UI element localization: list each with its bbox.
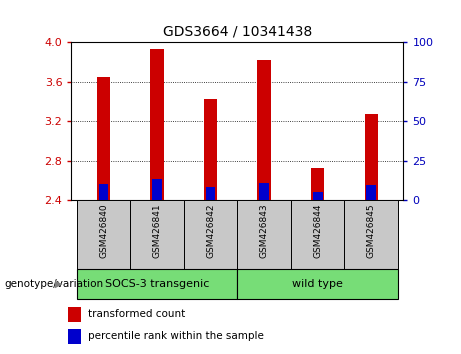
Text: transformed count: transformed count <box>88 309 185 320</box>
Bar <box>365 114 378 200</box>
Text: GSM426843: GSM426843 <box>260 204 269 258</box>
Bar <box>204 99 217 200</box>
Bar <box>97 77 110 200</box>
Text: GSM426845: GSM426845 <box>367 204 376 258</box>
Bar <box>77 200 130 269</box>
Bar <box>77 269 237 299</box>
Bar <box>237 200 291 269</box>
Bar <box>258 60 271 200</box>
Bar <box>344 200 398 269</box>
Bar <box>291 200 344 269</box>
Bar <box>206 187 215 200</box>
Bar <box>150 49 164 200</box>
Text: wild type: wild type <box>292 279 343 289</box>
Bar <box>68 329 81 344</box>
Bar <box>260 183 269 200</box>
Bar <box>237 269 398 299</box>
Text: GSM426842: GSM426842 <box>206 204 215 258</box>
Text: ▶: ▶ <box>55 279 62 289</box>
Text: SOCS-3 transgenic: SOCS-3 transgenic <box>105 279 209 289</box>
Bar <box>130 200 184 269</box>
Bar <box>366 185 376 200</box>
Bar <box>68 307 81 322</box>
Bar <box>99 184 108 200</box>
Bar <box>184 200 237 269</box>
Text: GSM426840: GSM426840 <box>99 204 108 258</box>
Text: percentile rank within the sample: percentile rank within the sample <box>88 331 264 342</box>
Text: GSM426841: GSM426841 <box>153 204 162 258</box>
Title: GDS3664 / 10341438: GDS3664 / 10341438 <box>163 24 312 39</box>
Text: genotype/variation: genotype/variation <box>5 279 104 289</box>
Text: GSM426844: GSM426844 <box>313 204 322 258</box>
Bar <box>311 167 325 200</box>
Bar <box>152 179 162 200</box>
Bar <box>313 192 323 200</box>
